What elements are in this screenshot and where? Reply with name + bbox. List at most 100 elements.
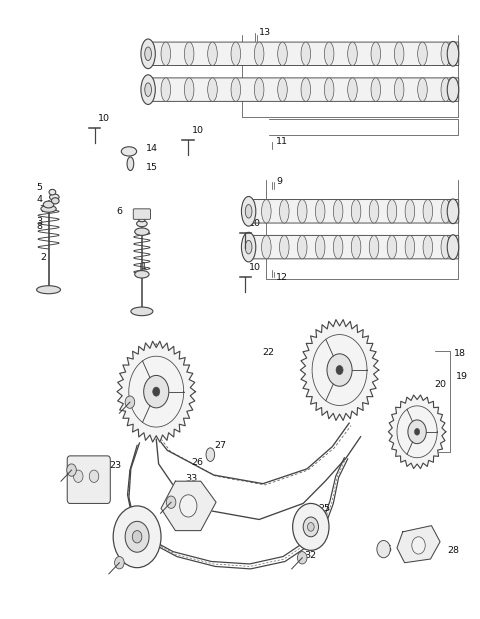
Ellipse shape: [141, 39, 156, 69]
Ellipse shape: [369, 235, 379, 259]
Ellipse shape: [278, 78, 287, 102]
Circle shape: [166, 496, 176, 508]
Polygon shape: [300, 319, 379, 420]
Ellipse shape: [333, 235, 343, 259]
Ellipse shape: [298, 235, 307, 259]
Text: 25: 25: [318, 504, 330, 513]
Ellipse shape: [231, 78, 240, 102]
Ellipse shape: [254, 78, 264, 102]
Text: 29: 29: [131, 396, 143, 405]
Circle shape: [327, 354, 352, 386]
Ellipse shape: [245, 240, 252, 254]
Polygon shape: [161, 481, 216, 530]
Ellipse shape: [184, 42, 194, 66]
Text: 7: 7: [39, 205, 46, 214]
Text: 16: 16: [166, 367, 178, 376]
Text: 20: 20: [434, 380, 446, 389]
Ellipse shape: [441, 199, 451, 223]
Ellipse shape: [315, 199, 325, 223]
Text: 10: 10: [98, 113, 110, 123]
Text: 10: 10: [249, 263, 261, 272]
Ellipse shape: [348, 42, 357, 66]
Text: 28: 28: [448, 546, 460, 555]
Ellipse shape: [324, 42, 334, 66]
Circle shape: [415, 428, 420, 435]
Text: 4: 4: [36, 195, 42, 204]
Ellipse shape: [395, 78, 404, 102]
Circle shape: [293, 503, 329, 550]
Text: 6: 6: [116, 207, 122, 217]
Ellipse shape: [387, 199, 397, 223]
Ellipse shape: [121, 147, 137, 156]
Ellipse shape: [206, 448, 215, 461]
FancyBboxPatch shape: [67, 456, 110, 503]
Circle shape: [303, 517, 319, 537]
Ellipse shape: [423, 199, 432, 223]
Ellipse shape: [208, 78, 217, 102]
Ellipse shape: [49, 194, 59, 200]
Ellipse shape: [279, 235, 289, 259]
Ellipse shape: [371, 78, 381, 102]
Ellipse shape: [36, 286, 60, 294]
Ellipse shape: [351, 199, 361, 223]
Text: 13: 13: [259, 28, 271, 37]
Circle shape: [298, 552, 307, 564]
Polygon shape: [117, 341, 195, 442]
Circle shape: [153, 387, 160, 396]
Text: 26: 26: [191, 458, 203, 467]
Ellipse shape: [131, 307, 153, 316]
Ellipse shape: [351, 235, 361, 259]
Ellipse shape: [395, 42, 404, 66]
Ellipse shape: [43, 201, 54, 208]
Ellipse shape: [262, 199, 271, 223]
Text: 14: 14: [146, 144, 158, 154]
Text: 1: 1: [141, 262, 147, 271]
Ellipse shape: [418, 42, 427, 66]
Ellipse shape: [447, 199, 459, 223]
Text: 17: 17: [344, 347, 356, 356]
Ellipse shape: [315, 235, 325, 259]
Ellipse shape: [49, 189, 56, 195]
Text: 3: 3: [36, 217, 42, 227]
Text: 32: 32: [304, 551, 316, 560]
Ellipse shape: [137, 220, 147, 227]
Ellipse shape: [184, 78, 194, 102]
Text: 31: 31: [121, 557, 133, 566]
Ellipse shape: [405, 235, 415, 259]
Text: 35: 35: [380, 545, 392, 553]
Ellipse shape: [371, 42, 381, 66]
Ellipse shape: [278, 42, 287, 66]
Circle shape: [73, 470, 83, 482]
Ellipse shape: [127, 157, 134, 171]
Circle shape: [125, 521, 149, 552]
Circle shape: [144, 376, 169, 408]
Circle shape: [336, 365, 343, 374]
Ellipse shape: [279, 199, 289, 223]
Ellipse shape: [333, 199, 343, 223]
Text: 5: 5: [36, 183, 42, 192]
Circle shape: [408, 420, 426, 444]
Ellipse shape: [254, 42, 264, 66]
Ellipse shape: [387, 235, 397, 259]
Circle shape: [132, 530, 142, 543]
Circle shape: [113, 506, 161, 568]
Text: 24: 24: [141, 551, 153, 560]
Ellipse shape: [418, 78, 427, 102]
Text: 23: 23: [109, 461, 121, 470]
Circle shape: [180, 495, 197, 517]
Text: 27: 27: [214, 441, 226, 450]
Ellipse shape: [145, 83, 152, 97]
Ellipse shape: [161, 42, 170, 66]
Ellipse shape: [447, 77, 459, 102]
Ellipse shape: [241, 232, 256, 262]
FancyBboxPatch shape: [133, 209, 151, 219]
Text: 9: 9: [276, 177, 282, 186]
Ellipse shape: [262, 235, 271, 259]
Text: 22: 22: [262, 348, 274, 357]
Ellipse shape: [441, 78, 451, 102]
Ellipse shape: [298, 199, 307, 223]
FancyBboxPatch shape: [146, 78, 459, 102]
Text: 12: 12: [276, 273, 288, 282]
Text: 30: 30: [72, 464, 84, 473]
Ellipse shape: [301, 78, 311, 102]
